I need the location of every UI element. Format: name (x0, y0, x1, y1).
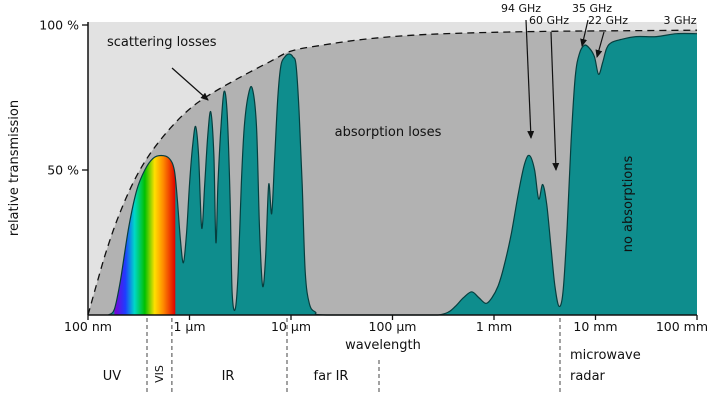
y-tick-label: 50 % (47, 163, 79, 178)
transmission-outline (107, 32, 698, 316)
arrow-94ghz (525, 19, 535, 139)
transmission-area (108, 33, 698, 315)
x-tick-label: 100 µm (369, 319, 417, 334)
x-tick-label: 10 mm (573, 319, 617, 334)
y-tick-label: 100 % (39, 18, 79, 33)
x-tick-label: 1 mm (476, 319, 512, 334)
arrow-60ghz (550, 31, 560, 171)
x-tick-label: 1 µm (173, 319, 205, 334)
arrow-scattering (171, 67, 209, 101)
x-tick-label: 100 mm (656, 319, 708, 334)
arrow-22ghz (595, 31, 605, 58)
x-tick-label: 100 nm (64, 319, 112, 334)
x-tick-label: 10 µm (271, 319, 311, 334)
arrow-35ghz (580, 19, 589, 47)
scattering-envelope-curve (87, 29, 698, 316)
